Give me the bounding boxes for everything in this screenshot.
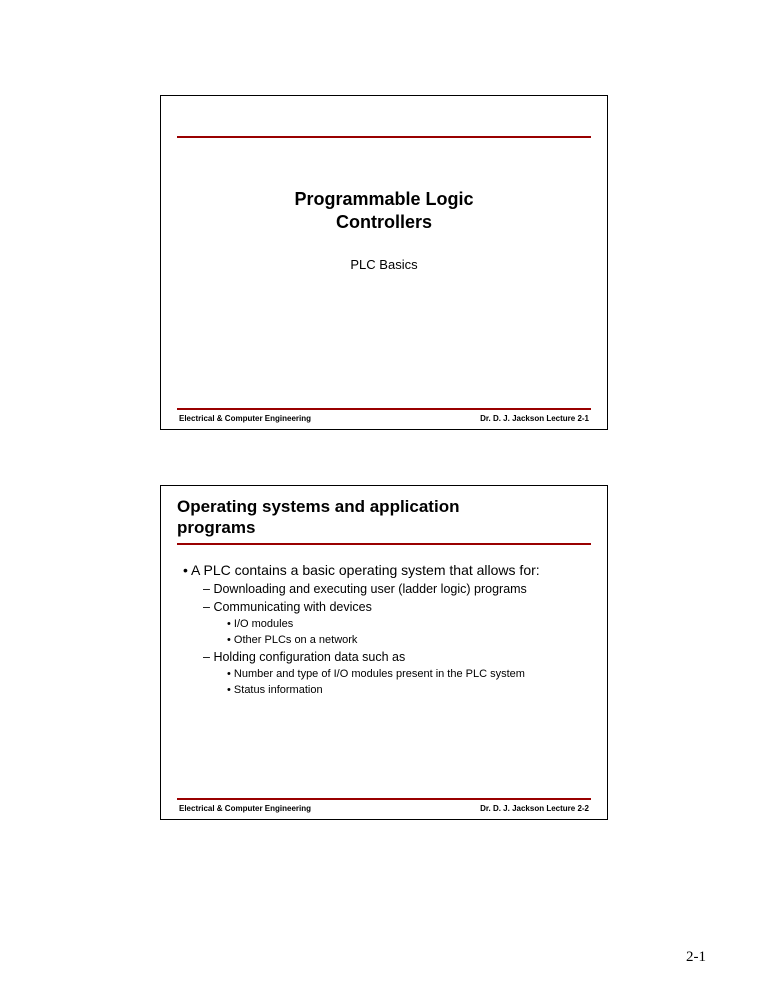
slide-2-title: Operating systems and application progra… (177, 496, 591, 539)
slide-1: Programmable Logic Controllers PLC Basic… (160, 95, 608, 430)
page-container: Programmable Logic Controllers PLC Basic… (0, 0, 768, 994)
bullet-level-2: Holding configuration data such as (203, 649, 591, 666)
slide-2-footer-right: Dr. D. J. Jackson Lecture 2-2 (480, 804, 589, 813)
slide-1-subtitle: PLC Basics (177, 257, 591, 272)
bullet-level-3: Other PLCs on a network (227, 633, 591, 648)
slide-1-title-line-1: Programmable Logic (294, 189, 473, 209)
bullet-level-1: A PLC contains a basic operating system … (183, 561, 591, 580)
slide-1-title-line-2: Controllers (336, 212, 432, 232)
slide-1-footer-right: Dr. D. J. Jackson Lecture 2-1 (480, 414, 589, 423)
slide-2-title-line-2: programs (177, 518, 255, 537)
title-horizontal-rule (177, 543, 591, 545)
slide-2-inner: Operating systems and application progra… (161, 486, 607, 819)
slide-1-footer: Electrical & Computer Engineering Dr. D.… (177, 414, 591, 429)
bullet-level-2: Downloading and executing user (ladder l… (203, 581, 591, 598)
page-number: 2-1 (686, 949, 706, 966)
slide-1-inner: Programmable Logic Controllers PLC Basic… (161, 96, 607, 429)
bullet-level-2: Communicating with devices (203, 599, 591, 616)
title-horizontal-rule (177, 136, 591, 138)
slide-2-title-line-1: Operating systems and application (177, 497, 459, 516)
bullet-level-3: Number and type of I/O modules present i… (227, 667, 591, 682)
footer-horizontal-rule (177, 798, 591, 800)
bullet-level-3: Status information (227, 683, 591, 698)
slide-2: Operating systems and application progra… (160, 485, 608, 820)
bullet-level-3: I/O modules (227, 617, 591, 632)
slide-1-spacer (177, 272, 591, 408)
slide-2-footer: Electrical & Computer Engineering Dr. D.… (177, 804, 591, 819)
slide-2-footer-left: Electrical & Computer Engineering (179, 804, 311, 813)
footer-horizontal-rule (177, 408, 591, 410)
slide-2-content: A PLC contains a basic operating system … (177, 557, 591, 799)
slide-1-title: Programmable Logic Controllers (177, 188, 591, 235)
slide-1-footer-left: Electrical & Computer Engineering (179, 414, 311, 423)
slide-1-top-gap (177, 110, 591, 136)
